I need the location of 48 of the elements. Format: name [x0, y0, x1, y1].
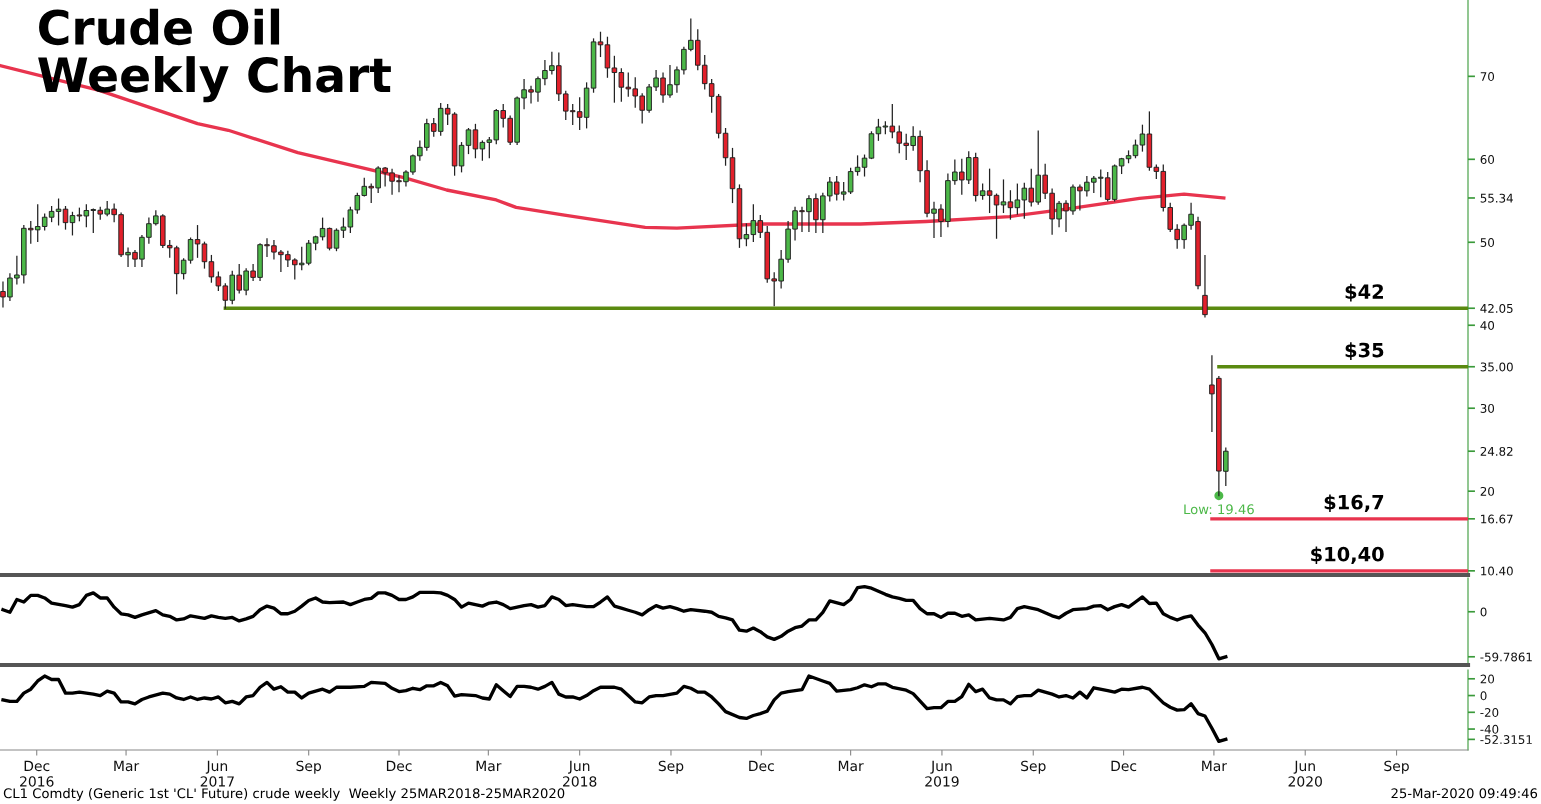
x-tick-label: Jun 2019	[925, 760, 959, 787]
y-tick-label: -59.7861	[1480, 652, 1532, 662]
y-tick-label: 30	[1480, 403, 1495, 413]
series-label: $35	[1345, 342, 1384, 360]
y-tick-label: 50	[1480, 238, 1495, 247]
y-tick-label: 42.05	[1480, 303, 1513, 313]
y-tick-label: 0	[1480, 607, 1487, 617]
x-tick-label: Jun 2017	[200, 760, 234, 787]
y-tick-label: 16.67	[1481, 514, 1513, 524]
x-tick-label: Jun 2018	[563, 760, 597, 787]
y-tick-label: -20	[1480, 708, 1499, 717]
x-tick-label: Mar	[838, 760, 864, 772]
x-tick-label: Dec	[1111, 760, 1137, 772]
text: Crude Oil Weekly Chart	[38, 8, 391, 103]
x-tick-label: Mar	[1202, 760, 1228, 772]
text: CL1 Comdty (Generic 1st 'CL' Future) crude weekly Weekly 25MAR2018-25MAR2020	[3, 788, 565, 801]
y-tick-label: -52.3151	[1480, 735, 1532, 745]
x-tick-label: Dec	[386, 760, 412, 772]
x-tick-label: Sep	[1021, 760, 1046, 774]
y-tick-label: 20	[1480, 674, 1495, 684]
y-tick-label: 40	[1480, 320, 1495, 330]
y-tick-label: 24.82	[1480, 446, 1513, 456]
x-tick-label: Sep	[1384, 760, 1409, 774]
y-tick-label: 20	[1480, 486, 1495, 496]
series-label: $16,7	[1324, 494, 1384, 513]
y-tick-label: 35.00	[1480, 362, 1513, 372]
x-tick-label: Sep	[296, 760, 322, 774]
x-tick-label: Mar	[476, 760, 502, 772]
line-series	[1, 584, 1228, 661]
text: 25-Mar-2020 09:49:46	[1391, 788, 1538, 799]
line-series	[1, 674, 1228, 744]
y-tick-label: 70	[1480, 72, 1495, 81]
x-tick-label: Dec	[749, 760, 774, 772]
y-tick-label: 0	[1480, 691, 1487, 701]
candlestick	[465, 127, 472, 155]
series-label: $42	[1345, 283, 1383, 302]
x-tick-label: Jun 2020	[1288, 760, 1322, 787]
x-tick-label: Mar	[114, 760, 140, 772]
data-label: Low: 19.46	[1184, 504, 1254, 515]
candlestick	[597, 31, 604, 58]
y-tick-label: 55.34	[1480, 193, 1513, 203]
y-tick-label: -40	[1480, 724, 1499, 734]
x-tick-label: Sep	[658, 760, 684, 774]
x-tick-label: Dec 2016	[20, 760, 54, 787]
series-label: $10,40	[1311, 546, 1384, 565]
y-tick-label: 10.40	[1481, 566, 1513, 576]
candlestick	[1202, 254, 1208, 318]
y-tick-label: 60	[1480, 155, 1495, 164]
